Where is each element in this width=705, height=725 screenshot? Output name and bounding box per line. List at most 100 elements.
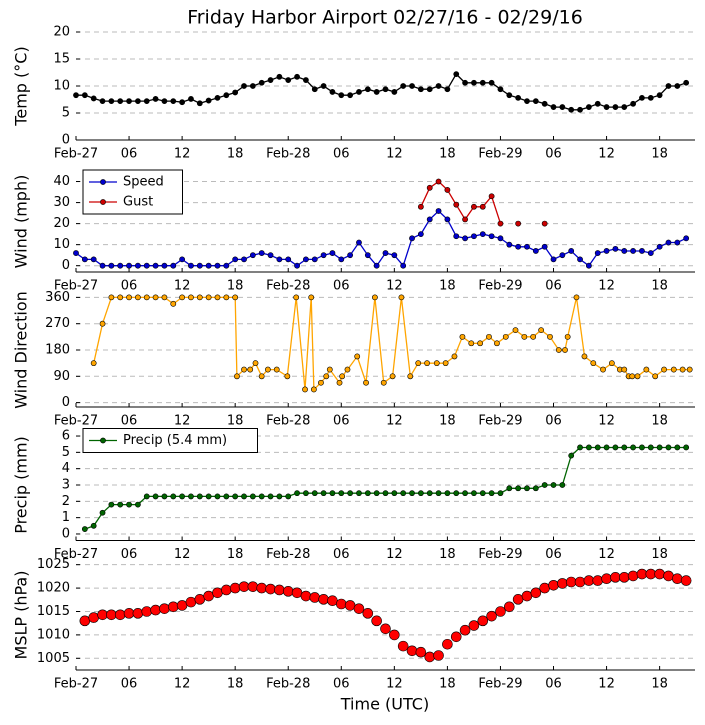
data-point — [108, 294, 115, 301]
data-point — [382, 86, 389, 93]
data-point — [453, 490, 460, 497]
data-point — [639, 248, 645, 254]
data-point — [293, 294, 300, 301]
y-axis-label: Precip (mm) — [12, 436, 31, 534]
data-point — [134, 501, 141, 508]
x-tick-label: 18 — [227, 279, 244, 294]
y-tick-label: 15 — [53, 52, 70, 67]
data-point — [471, 233, 477, 240]
data-point — [686, 366, 693, 373]
data-point — [241, 83, 247, 89]
data-point — [406, 645, 418, 657]
data-point — [479, 79, 486, 86]
data-point — [444, 187, 451, 193]
data-point — [601, 573, 612, 585]
data-point — [134, 98, 141, 105]
data-point — [389, 373, 396, 380]
data-point — [264, 366, 271, 373]
data-point — [612, 245, 619, 252]
x-tick-label: 06 — [121, 147, 138, 162]
y-tick-label: 0 — [62, 526, 70, 541]
data-point — [559, 482, 566, 488]
data-point — [453, 233, 460, 240]
x-tick-label: Feb-28 — [266, 677, 310, 692]
data-point — [294, 262, 300, 269]
data-point — [203, 590, 214, 602]
data-point — [670, 366, 677, 373]
data-point — [477, 340, 484, 347]
y-tick-label: 20 — [53, 216, 70, 231]
data-point — [126, 98, 132, 105]
data-point — [188, 96, 194, 102]
data-point — [612, 104, 619, 110]
x-tick-label: 06 — [333, 279, 350, 294]
data-point — [284, 373, 291, 380]
data-point — [515, 220, 522, 227]
y-tick-label: 1 — [62, 510, 70, 525]
data-point — [550, 104, 557, 110]
data-point — [524, 98, 530, 105]
data-point — [683, 235, 690, 242]
data-point — [674, 239, 681, 246]
series-line — [75, 210, 687, 268]
data-point — [267, 493, 274, 500]
y-tick-label: 5 — [62, 445, 70, 460]
data-point — [285, 493, 292, 500]
data-point — [114, 609, 126, 621]
data-point — [373, 490, 380, 497]
x-tick-label: 18 — [227, 547, 244, 562]
data-point — [621, 248, 628, 254]
data-point — [161, 294, 168, 301]
data-point — [81, 256, 88, 263]
data-point — [488, 79, 495, 86]
data-point — [506, 241, 513, 248]
y-tick-label: 1020 — [37, 581, 70, 596]
data-point — [185, 596, 197, 608]
data-point — [506, 92, 513, 99]
data-point — [339, 373, 346, 380]
data-point — [462, 490, 468, 497]
y-tick-label: 360 — [45, 290, 70, 305]
data-point — [515, 485, 522, 492]
x-tick-label: Feb-29 — [478, 279, 522, 294]
data-point — [223, 92, 230, 99]
x-tick-label: 18 — [227, 677, 244, 692]
data-point — [338, 92, 345, 99]
data-point — [468, 340, 475, 347]
data-point — [249, 252, 256, 259]
data-point — [665, 83, 672, 89]
data-point — [577, 256, 583, 263]
data-point — [488, 490, 495, 497]
data-point — [276, 256, 283, 263]
data-point — [497, 490, 504, 497]
x-tick-label: 18 — [439, 414, 456, 429]
y-tick-label: 30 — [53, 195, 70, 210]
data-point — [205, 262, 212, 269]
data-point — [152, 262, 159, 269]
data-point — [344, 600, 356, 611]
data-point — [426, 86, 433, 93]
x-tick-label: Feb-29 — [478, 414, 522, 429]
data-point — [311, 490, 318, 497]
data-point — [559, 252, 566, 259]
data-point — [468, 620, 480, 631]
data-point — [647, 250, 654, 256]
x-tick-label: 12 — [174, 147, 191, 162]
data-point — [362, 608, 374, 619]
chart-title: Friday Harbor Airport 02/27/16 - 02/29/1… — [187, 7, 583, 29]
data-point — [426, 184, 433, 191]
data-point — [471, 203, 477, 210]
data-point — [167, 601, 179, 613]
x-tick-label: 06 — [121, 677, 138, 692]
data-point — [451, 353, 458, 360]
data-point — [424, 360, 430, 367]
data-point — [320, 83, 327, 89]
data-point — [532, 485, 539, 492]
data-point — [282, 586, 294, 597]
x-tick-label: 06 — [333, 677, 350, 692]
data-point — [515, 94, 522, 101]
data-point — [574, 576, 586, 588]
data-point — [90, 522, 97, 529]
data-point — [515, 243, 522, 250]
data-point — [234, 373, 240, 380]
